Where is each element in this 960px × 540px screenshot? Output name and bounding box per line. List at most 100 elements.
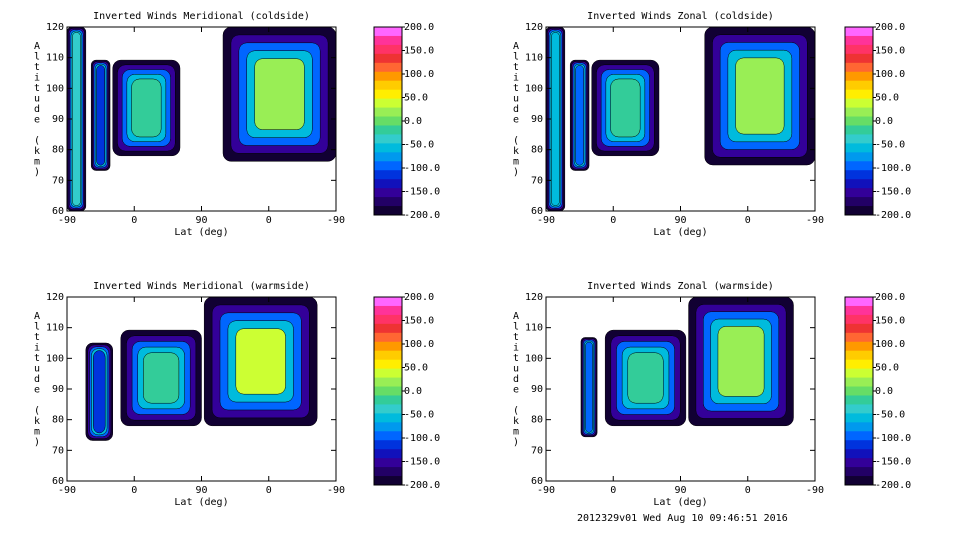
- colorbar-swatch: [845, 35, 873, 46]
- y-tick-label: 60: [52, 206, 64, 217]
- colorbar-label: 0.0: [404, 116, 422, 127]
- panel-1: Inverted Winds Meridional (coldside) 60 70…: [34, 11, 440, 238]
- colorbar-swatch: [374, 332, 402, 343]
- colorbar-label: 200.0: [404, 22, 434, 33]
- colorbar-swatch: [374, 35, 402, 46]
- colorbar: 200.0 150.0 100.0 50.0 0.0 -50.0 -100.0 -150.0 -…: [844, 22, 911, 221]
- colorbar-swatch: [374, 188, 402, 198]
- colorbar-swatch: [845, 377, 873, 388]
- colorbar-swatch: [845, 188, 873, 198]
- contour-band: [575, 65, 585, 166]
- colorbar-swatch: [374, 431, 402, 441]
- colorbar: 200.0 150.0 100.0 50.0 0.0 -50.0 -100.0 -150.0 -…: [844, 292, 911, 491]
- x-tick-label: 90: [674, 215, 686, 226]
- colorbar-swatch: [845, 413, 873, 423]
- colorbar-label: 0.0: [875, 386, 893, 397]
- colorbar-swatch: [374, 53, 402, 64]
- colorbar-swatch: [845, 359, 873, 370]
- colorbar-swatch: [374, 143, 402, 153]
- y-tick-label: 100: [46, 353, 64, 364]
- contour-band: [585, 341, 593, 433]
- panel-3: Inverted Winds Meridional (warmside) 60 70…: [34, 281, 440, 508]
- colorbar-label: 150.0: [404, 316, 434, 327]
- colorbar-swatch: [845, 53, 873, 64]
- x-tick-label: 90: [195, 215, 207, 226]
- colorbar-swatch: [845, 62, 873, 73]
- colorbar-swatch: [845, 206, 873, 216]
- colorbar-label: -200.0: [404, 210, 440, 221]
- x-axis-label: Lat (deg): [653, 497, 707, 508]
- y-tick-label: 70: [531, 175, 543, 186]
- y-tick-label: 100: [525, 353, 543, 364]
- y-tick-label: 80: [52, 145, 64, 156]
- colorbar-swatch: [845, 152, 873, 162]
- colorbar-swatch: [845, 476, 873, 486]
- y-tick-label: 100: [525, 83, 543, 94]
- colorbar-swatch: [374, 161, 402, 171]
- colorbar-swatch: [374, 62, 402, 73]
- y-tick-label: 90: [52, 114, 64, 125]
- panel-title: Inverted Winds Zonal (coldside): [587, 11, 774, 22]
- colorbar-swatch: [374, 27, 402, 37]
- colorbar-swatch: [845, 323, 873, 334]
- colorbar-swatch: [845, 89, 873, 100]
- colorbar-label: -150.0: [875, 187, 911, 198]
- colorbar-swatch: [374, 134, 402, 144]
- colorbar-swatch: [845, 297, 873, 307]
- colorbar-swatch: [845, 386, 873, 396]
- colorbar-swatch: [374, 98, 402, 109]
- x-tick-label: -90: [806, 485, 824, 496]
- colorbar-swatch: [845, 197, 873, 207]
- colorbar-swatch: [845, 332, 873, 343]
- colorbar-label: -200.0: [875, 210, 911, 221]
- colorbar-label: 200.0: [404, 292, 434, 303]
- x-tick-label: 0: [266, 215, 272, 226]
- colorbar-swatch: [845, 134, 873, 144]
- x-tick-label: 0: [610, 485, 616, 496]
- colorbar-swatch: [374, 179, 402, 189]
- colorbar-label: -150.0: [404, 457, 440, 468]
- y-tick-label: 60: [531, 476, 543, 487]
- colorbar-swatch: [374, 297, 402, 307]
- colorbar-swatch: [374, 206, 402, 216]
- contour-band: [610, 78, 641, 138]
- contour-field: [545, 26, 816, 212]
- contour-field: [66, 26, 337, 212]
- y-tick-label: 70: [52, 445, 64, 456]
- colorbar-swatch: [845, 431, 873, 441]
- y-tick-label: 120: [525, 292, 543, 303]
- footer-timestamp: 2012329v01 Wed Aug 10 09:46:51 2016: [577, 513, 788, 524]
- x-tick-label: 0: [610, 215, 616, 226]
- colorbar-swatch: [845, 143, 873, 153]
- y-tick-label: 80: [531, 145, 543, 156]
- y-tick-label: 60: [531, 206, 543, 217]
- contour-band: [735, 57, 785, 135]
- colorbar-label: -100.0: [875, 433, 911, 444]
- colorbar-swatch: [845, 80, 873, 91]
- panel-title: Inverted Winds Meridional (warmside): [93, 281, 310, 292]
- colorbar-label: -200.0: [875, 480, 911, 491]
- colorbar-swatch: [374, 350, 402, 361]
- contour-band: [627, 352, 664, 404]
- colorbar-label: -50.0: [875, 140, 905, 151]
- colorbar-label: -50.0: [404, 410, 434, 421]
- colorbar-swatch: [845, 341, 873, 352]
- x-tick-label: 0: [266, 485, 272, 496]
- panel-4: Inverted Winds Zonal (warmside) 60 70 80 90 1…: [513, 281, 911, 508]
- x-tick-label: -90: [58, 215, 76, 226]
- colorbar-swatch: [374, 404, 402, 414]
- colorbar-label: -100.0: [404, 163, 440, 174]
- y-tick-label: 120: [46, 292, 64, 303]
- x-tick-label: -90: [806, 215, 824, 226]
- contour-band: [143, 352, 180, 404]
- colorbar-label: -100.0: [404, 433, 440, 444]
- y-tick-label: 80: [531, 415, 543, 426]
- colorbar-label: 200.0: [875, 292, 905, 303]
- colorbar-swatch: [845, 422, 873, 432]
- colorbar-label: 100.0: [404, 69, 434, 80]
- x-tick-label: -90: [537, 485, 555, 496]
- y-tick-label: 70: [52, 175, 64, 186]
- colorbar-swatch: [374, 44, 402, 55]
